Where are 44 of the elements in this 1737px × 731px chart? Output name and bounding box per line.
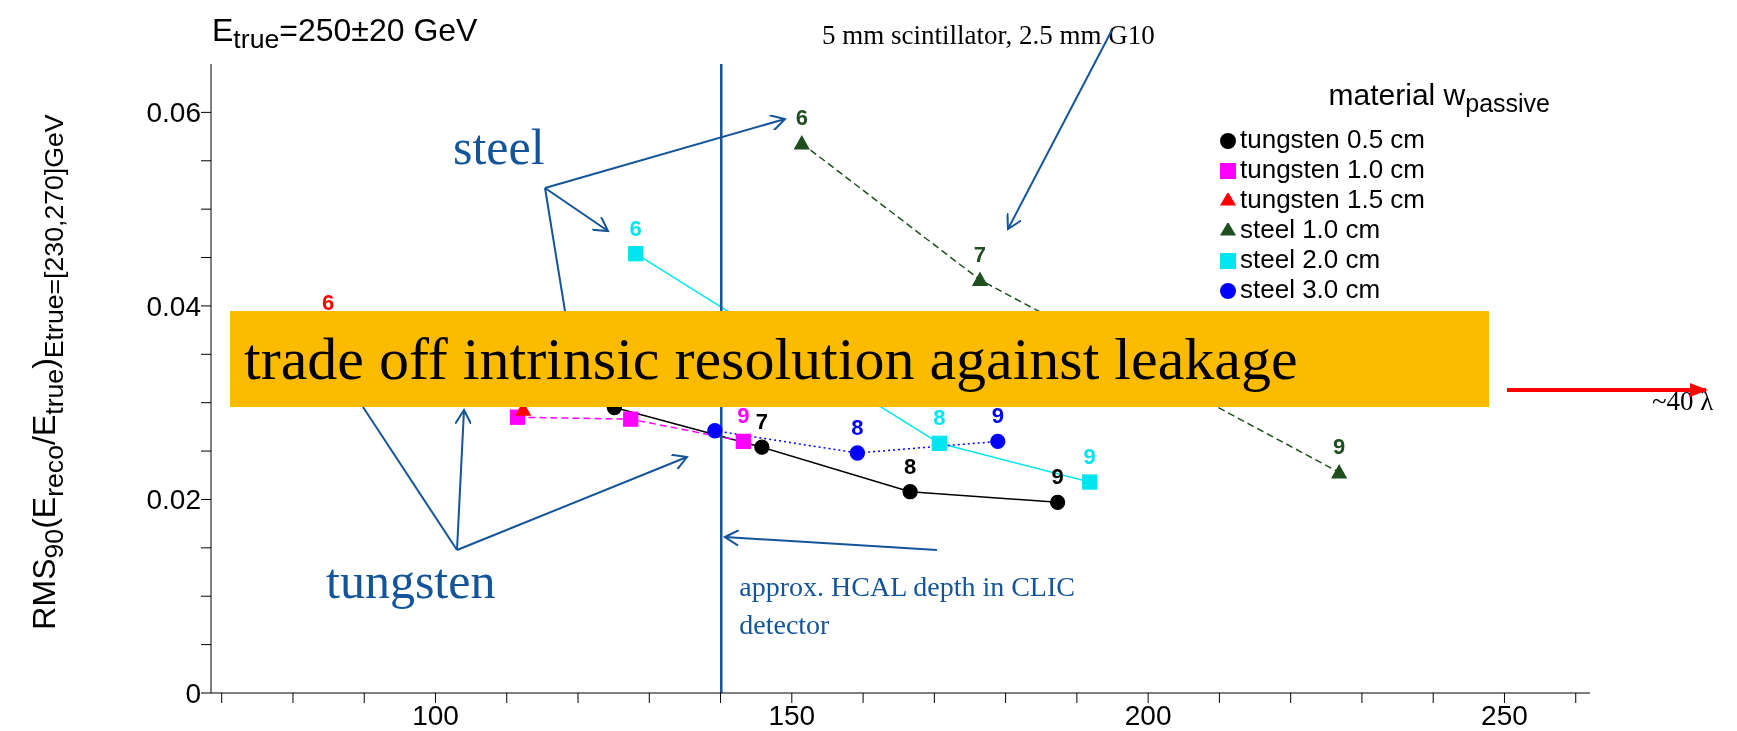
annotation: 6: [628, 215, 643, 242]
x-tick-label: 100: [412, 700, 459, 731]
point: [623, 411, 639, 427]
legend-label: tungsten 1.5 cm: [1240, 184, 1425, 214]
annotation: 8: [903, 453, 918, 480]
callout-box: trade off intrinsic resolution against leakage: [230, 311, 1489, 407]
point: [754, 439, 770, 455]
annotation: steel: [453, 118, 545, 176]
point: [707, 423, 723, 439]
annotation: 8: [850, 415, 865, 441]
x-tick-label: 250: [1481, 700, 1528, 731]
y-tick-label: 0.02: [146, 484, 201, 516]
point: [849, 445, 866, 461]
y-tick-label: 0.06: [146, 97, 201, 129]
x-tick-label: 200: [1124, 700, 1172, 731]
legend-label: steel 2.0 cm: [1240, 244, 1381, 274]
legend-label: steel 1.0 cm: [1240, 214, 1381, 244]
x-tick-label: 150: [768, 700, 816, 731]
annotation: 8: [932, 405, 947, 432]
point: [1049, 494, 1066, 511]
point: [931, 435, 947, 451]
point: [1082, 474, 1098, 490]
annotation: 9: [1332, 434, 1347, 461]
point: [628, 246, 644, 262]
annotation: 7: [755, 409, 768, 435]
legend-label: tungsten 1.0 cm: [1240, 154, 1425, 184]
legend-title: material w$_{passive}$: [1327, 78, 1550, 118]
y-tick-label: 0.04: [146, 290, 201, 322]
chart-title: E$_{true}$=250±20 GeV: [212, 12, 478, 56]
point: [735, 433, 752, 450]
annotation: 9: [1082, 444, 1097, 471]
annotation: 7: [972, 241, 988, 268]
annotation: tungsten: [326, 552, 496, 610]
annotation: 6: [794, 105, 809, 132]
y-tick-label: 0: [185, 678, 201, 709]
text: 5 mm scintillator, 2.5 mm G10: [822, 20, 1155, 51]
point: [902, 484, 918, 500]
ref-line-label: approx. HCAL depth in CLIC detector: [739, 570, 1076, 642]
point: [990, 433, 1006, 450]
point: [972, 272, 988, 287]
legend-label: steel 3.0 cm: [1240, 274, 1381, 304]
legend-label: tungsten 0.5 cm: [1240, 124, 1425, 154]
point: [794, 135, 810, 150]
point: [1331, 464, 1347, 479]
